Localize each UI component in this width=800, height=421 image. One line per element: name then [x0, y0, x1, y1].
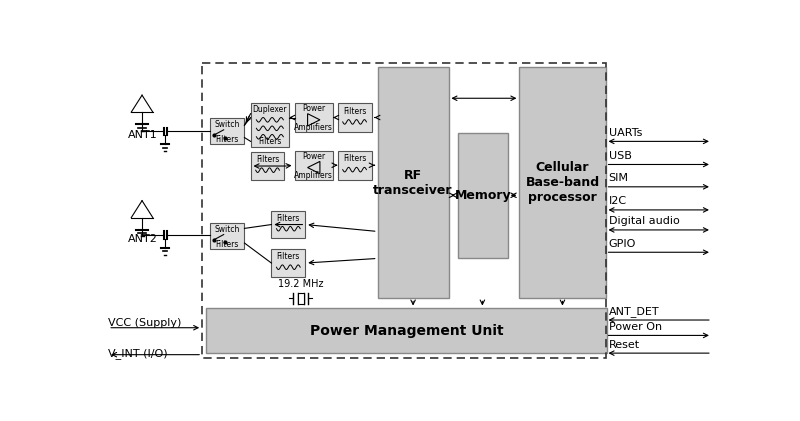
- Text: Digital audio: Digital audio: [609, 216, 679, 226]
- Bar: [294, 151, 333, 180]
- Text: Switch: Switch: [214, 225, 240, 234]
- Text: GPIO: GPIO: [609, 239, 636, 249]
- Text: Power Management Unit: Power Management Unit: [310, 324, 503, 338]
- Text: USB: USB: [609, 151, 631, 161]
- Text: Filters: Filters: [258, 137, 282, 146]
- Text: SIM: SIM: [609, 173, 629, 183]
- Text: Duplexer: Duplexer: [253, 105, 287, 115]
- Text: Power: Power: [302, 104, 326, 113]
- Text: RF
transceiver: RF transceiver: [374, 169, 453, 197]
- Bar: [250, 152, 285, 180]
- Bar: [338, 103, 371, 132]
- Text: VCC (Supply): VCC (Supply): [108, 318, 182, 328]
- Bar: [294, 103, 333, 132]
- Bar: [519, 67, 606, 298]
- Bar: [210, 118, 245, 144]
- Text: Filters: Filters: [215, 135, 239, 144]
- Text: V_INT (I/O): V_INT (I/O): [108, 348, 168, 359]
- Bar: [271, 210, 306, 238]
- Text: 19.2 MHz: 19.2 MHz: [278, 279, 323, 289]
- Text: Filters: Filters: [215, 240, 239, 249]
- Text: Amplifiers: Amplifiers: [294, 123, 333, 132]
- Text: ANT1: ANT1: [127, 130, 157, 140]
- Bar: [458, 133, 508, 258]
- Text: UARTs: UARTs: [609, 128, 642, 138]
- Text: Filters: Filters: [343, 155, 366, 163]
- Text: I2C: I2C: [609, 197, 626, 206]
- Bar: [271, 249, 306, 277]
- Text: Reset: Reset: [609, 340, 640, 350]
- Bar: [298, 293, 304, 304]
- Bar: [378, 67, 449, 298]
- Text: Filters: Filters: [256, 155, 279, 165]
- Text: ANT_DET: ANT_DET: [609, 306, 659, 317]
- Bar: [210, 223, 245, 249]
- Bar: [338, 151, 371, 180]
- Text: Switch: Switch: [214, 120, 240, 129]
- Text: Memory: Memory: [454, 189, 511, 202]
- Text: Filters: Filters: [277, 214, 300, 223]
- Bar: [250, 103, 289, 147]
- Text: Filters: Filters: [277, 253, 300, 261]
- Text: Amplifiers: Amplifiers: [294, 171, 333, 180]
- Text: Cellular
Base-band
processor: Cellular Base-band processor: [526, 162, 599, 205]
- Text: ANT2: ANT2: [127, 234, 158, 244]
- Text: Filters: Filters: [343, 107, 366, 116]
- Bar: [206, 309, 607, 353]
- Bar: [202, 63, 606, 358]
- Text: Power: Power: [302, 152, 326, 161]
- Text: Power On: Power On: [609, 322, 662, 332]
